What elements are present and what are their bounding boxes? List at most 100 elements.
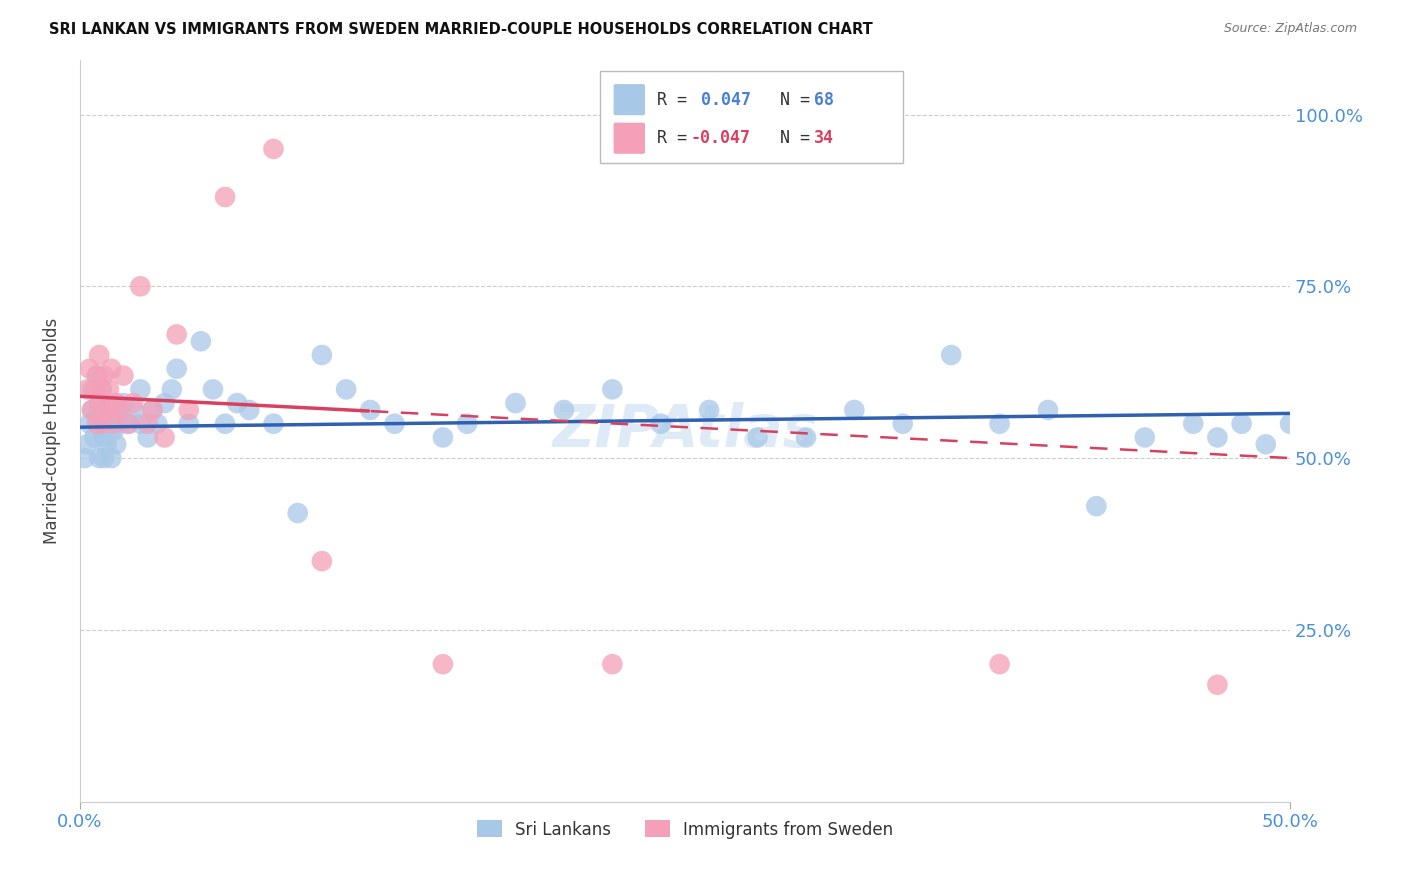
Point bbox=[214, 190, 236, 204]
Point bbox=[90, 383, 112, 397]
Point bbox=[83, 383, 105, 397]
Point bbox=[86, 368, 108, 383]
Point bbox=[100, 409, 122, 424]
Point bbox=[129, 417, 152, 431]
Point bbox=[86, 409, 108, 424]
Point bbox=[107, 403, 129, 417]
Text: 34: 34 bbox=[814, 129, 834, 147]
Point bbox=[1230, 417, 1253, 431]
Point bbox=[1036, 403, 1059, 417]
Point bbox=[86, 417, 108, 431]
Point bbox=[89, 348, 111, 362]
FancyBboxPatch shape bbox=[600, 70, 903, 163]
Point bbox=[90, 417, 112, 431]
Point bbox=[359, 403, 381, 417]
Point bbox=[177, 403, 200, 417]
Point bbox=[311, 348, 333, 362]
Point bbox=[136, 417, 159, 431]
Point bbox=[1085, 499, 1108, 513]
Text: ZIPAtlas: ZIPAtlas bbox=[553, 402, 818, 459]
Point bbox=[335, 383, 357, 397]
Point bbox=[226, 396, 249, 410]
Point bbox=[93, 403, 115, 417]
Point bbox=[166, 361, 188, 376]
Point bbox=[1279, 417, 1302, 431]
Point bbox=[122, 396, 145, 410]
Point bbox=[79, 417, 101, 431]
Point bbox=[96, 437, 118, 451]
Point bbox=[553, 403, 575, 417]
Text: N =: N = bbox=[761, 129, 820, 147]
Point bbox=[105, 403, 128, 417]
Y-axis label: Married-couple Households: Married-couple Households bbox=[44, 318, 60, 544]
Point bbox=[136, 430, 159, 444]
Point bbox=[505, 396, 527, 410]
Point bbox=[166, 327, 188, 342]
Point bbox=[238, 403, 260, 417]
Point bbox=[384, 417, 406, 431]
Point bbox=[112, 396, 135, 410]
Point bbox=[190, 334, 212, 349]
Point bbox=[100, 451, 122, 466]
Point bbox=[112, 368, 135, 383]
Point bbox=[153, 396, 176, 410]
Point bbox=[96, 403, 118, 417]
Point bbox=[747, 430, 769, 444]
Text: R =: R = bbox=[657, 129, 697, 147]
Point bbox=[76, 383, 98, 397]
Point bbox=[83, 430, 105, 444]
Point bbox=[80, 383, 103, 397]
Point bbox=[146, 417, 169, 431]
FancyBboxPatch shape bbox=[613, 123, 645, 153]
Point bbox=[456, 417, 478, 431]
Point bbox=[891, 417, 914, 431]
Point bbox=[1182, 417, 1205, 431]
Point bbox=[90, 424, 112, 438]
Point bbox=[96, 396, 118, 410]
Text: R =: R = bbox=[657, 91, 697, 109]
Point bbox=[263, 142, 285, 156]
Point bbox=[941, 348, 963, 362]
Point bbox=[214, 417, 236, 431]
Point bbox=[287, 506, 309, 520]
Point bbox=[93, 368, 115, 383]
Point bbox=[117, 417, 139, 431]
FancyBboxPatch shape bbox=[613, 84, 645, 115]
Point bbox=[93, 451, 115, 466]
Point bbox=[97, 417, 120, 431]
Text: 68: 68 bbox=[814, 91, 834, 109]
Point bbox=[122, 403, 145, 417]
Point bbox=[153, 430, 176, 444]
Text: -0.047: -0.047 bbox=[690, 129, 751, 147]
Point bbox=[311, 554, 333, 568]
Point bbox=[100, 361, 122, 376]
Point bbox=[89, 396, 111, 410]
Point bbox=[117, 417, 139, 431]
Point bbox=[97, 383, 120, 397]
Point bbox=[107, 417, 129, 431]
Point bbox=[89, 451, 111, 466]
Point bbox=[129, 279, 152, 293]
Point bbox=[89, 396, 111, 410]
Point bbox=[76, 437, 98, 451]
Point bbox=[650, 417, 672, 431]
Point bbox=[1133, 430, 1156, 444]
Point bbox=[201, 383, 224, 397]
Point bbox=[103, 424, 125, 438]
Point bbox=[80, 403, 103, 417]
Point bbox=[129, 383, 152, 397]
Point bbox=[73, 451, 96, 466]
Point bbox=[1206, 430, 1229, 444]
Point bbox=[105, 396, 128, 410]
Point bbox=[1254, 437, 1277, 451]
Legend: Sri Lankans, Immigrants from Sweden: Sri Lankans, Immigrants from Sweden bbox=[470, 814, 900, 846]
Point bbox=[432, 657, 454, 672]
Point bbox=[697, 403, 720, 417]
Point bbox=[177, 417, 200, 431]
Point bbox=[988, 657, 1011, 672]
Point bbox=[141, 403, 163, 417]
Point bbox=[141, 403, 163, 417]
Point bbox=[93, 430, 115, 444]
Point bbox=[988, 417, 1011, 431]
Point bbox=[432, 430, 454, 444]
